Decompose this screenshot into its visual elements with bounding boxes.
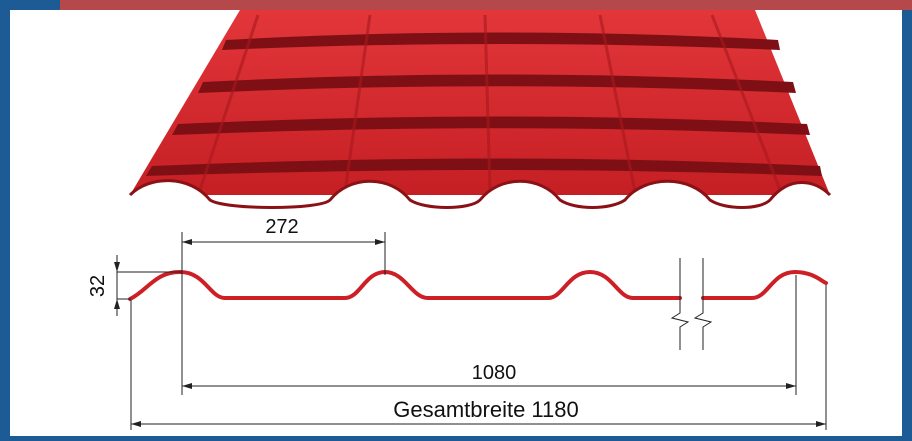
roof-sheet-body — [130, 10, 830, 195]
height-label: 32 — [87, 275, 109, 297]
roof-sheet-illustration — [128, 10, 832, 209]
roof-bottom-edge-line — [128, 179, 832, 209]
roof-step-band — [172, 116, 810, 135]
dimension-arrows — [114, 239, 826, 427]
dimension-lines — [116, 232, 827, 430]
top-texture-strip — [60, 0, 912, 10]
pitch-label: 272 — [265, 216, 298, 238]
roof-step-band — [222, 32, 780, 50]
covering-width-label: 1080 — [472, 362, 517, 384]
roof-step-band — [146, 158, 822, 176]
profile-line-right — [701, 269, 828, 300]
roof-wave-crests — [198, 14, 782, 193]
total-width-label: Gesamtbreite 1180 — [393, 397, 578, 422]
roof-bottom-edge — [130, 180, 830, 208]
roof-step-band — [198, 74, 796, 93]
